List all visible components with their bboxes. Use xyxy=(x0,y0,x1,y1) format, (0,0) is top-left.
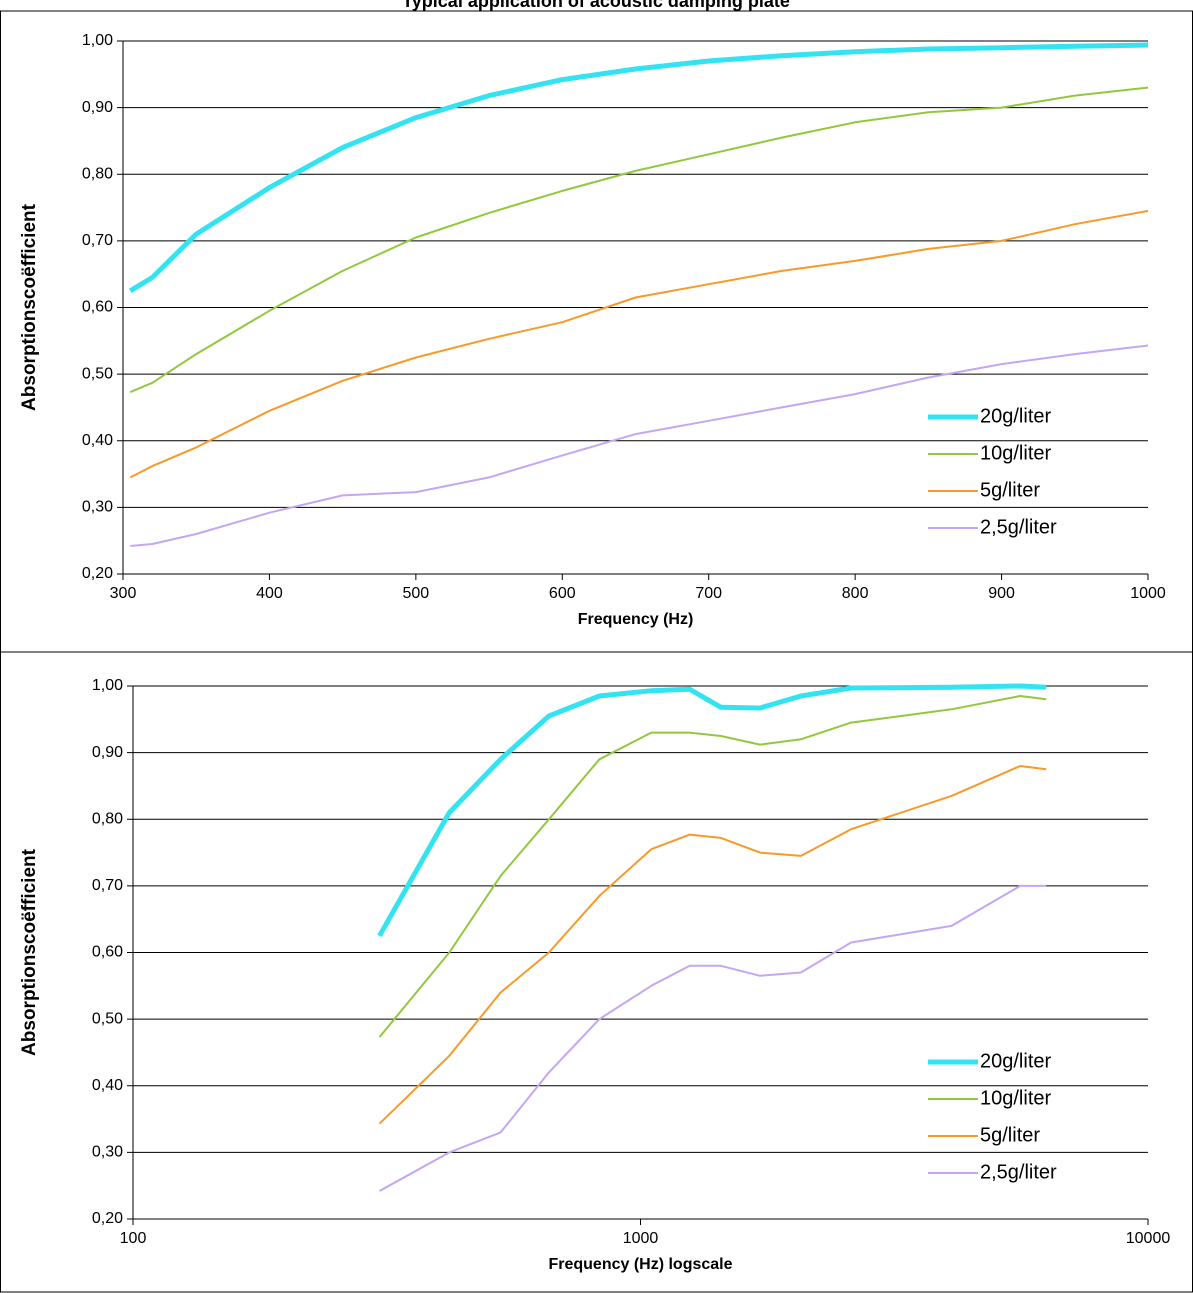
legend-label: 20g/liter xyxy=(980,405,1051,427)
y-tick-label: 0,90 xyxy=(92,744,123,761)
y-tick-label: 0,30 xyxy=(92,1144,123,1161)
y-tick-label: 0,70 xyxy=(92,877,123,894)
legend-label: 10g/liter xyxy=(980,442,1051,464)
y-tick-label: 0,80 xyxy=(82,165,113,182)
series-line xyxy=(379,884,1047,1192)
series-line xyxy=(129,86,1149,394)
x-tick-label: 300 xyxy=(110,585,137,602)
y-tick-label: 0,60 xyxy=(82,299,113,316)
x-axis-label: Frequency (Hz) logscale xyxy=(548,1256,732,1273)
y-tick-label: 0,20 xyxy=(82,565,113,582)
y-tick-label: 0,30 xyxy=(82,499,113,516)
y-tick-label: 0,60 xyxy=(92,944,123,961)
y-axis-label: Absorptionscoëfficient xyxy=(19,848,40,1056)
series-line xyxy=(130,344,1149,547)
y-tick-label: 0,50 xyxy=(82,365,113,382)
series-line xyxy=(378,765,1047,1125)
x-tick-label: 900 xyxy=(988,585,1015,602)
y-tick-label: 0,20 xyxy=(92,1210,123,1227)
panel-border xyxy=(0,651,1193,1293)
series-line xyxy=(129,42,1149,293)
y-tick-label: 0,50 xyxy=(92,1010,123,1027)
y-tick-label: 0,40 xyxy=(82,432,113,449)
y-tick-label: 0,70 xyxy=(82,232,113,249)
series-line xyxy=(129,209,1149,479)
x-tick-label: 400 xyxy=(256,585,283,602)
legend-label: 2,5g/liter xyxy=(980,516,1057,538)
y-tick-label: 1,00 xyxy=(92,677,123,694)
y-tick-label: 1,00 xyxy=(82,32,113,49)
x-tick-label: 1000 xyxy=(623,1230,659,1247)
legend-label: 20g/liter xyxy=(980,1050,1051,1072)
x-tick-label: 600 xyxy=(549,585,576,602)
x-axis-label: Frequency (Hz) xyxy=(578,611,694,628)
legend-label: 5g/liter xyxy=(980,1124,1040,1146)
page-title: Typical application of acoustic damping … xyxy=(402,0,790,11)
y-tick-label: 0,80 xyxy=(92,810,123,827)
x-tick-label: 800 xyxy=(842,585,869,602)
x-tick-label: 700 xyxy=(695,585,722,602)
x-tick-label: 100 xyxy=(120,1230,147,1247)
x-tick-label: 1000 xyxy=(1130,585,1166,602)
y-axis-label: Absorptionscoëfficient xyxy=(19,203,40,411)
legend-label: 2,5g/liter xyxy=(980,1161,1057,1183)
legend-label: 5g/liter xyxy=(980,479,1040,501)
x-tick-label: 500 xyxy=(403,585,430,602)
series-line xyxy=(377,683,1047,938)
x-tick-label: 10000 xyxy=(1126,1230,1171,1247)
y-tick-label: 0,40 xyxy=(92,1077,123,1094)
legend-label: 10g/liter xyxy=(980,1087,1051,1109)
y-tick-label: 0,90 xyxy=(82,99,113,116)
series-line xyxy=(378,695,1047,1038)
